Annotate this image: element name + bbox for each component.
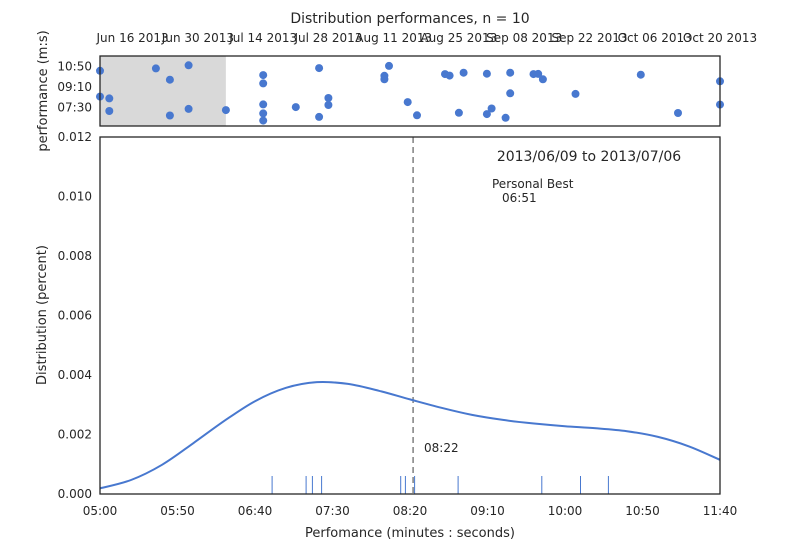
timeline-point <box>571 89 580 98</box>
distribution-x-axis-label: Perfomance (minutes : seconds) <box>305 526 515 541</box>
figure-title: Distribution performances, n = 10 <box>290 11 529 27</box>
timeline-point <box>324 94 333 102</box>
timeline-point <box>506 89 515 98</box>
timeline-point <box>221 106 230 115</box>
distribution-y-axis-label: Distribution (percent) <box>35 245 50 385</box>
timeline-y-tick-label: 09:10 <box>57 80 92 94</box>
distribution-y-tick-label: 0.004 <box>58 368 92 382</box>
timeline-x-tick-label: Jul 28 2013 <box>293 31 362 45</box>
distribution-x-tick-label: 05:00 <box>83 504 118 518</box>
timeline-point <box>259 71 268 80</box>
distribution-x-tick-label: 08:20 <box>393 504 428 518</box>
timeline-point <box>259 109 268 118</box>
distribution-y-tick-label: 0.006 <box>58 309 92 323</box>
timeline-point <box>445 71 454 80</box>
timeline-point <box>105 107 114 115</box>
timeline-y-tick-label: 10:50 <box>57 59 92 73</box>
marker-label: 08:22 <box>424 441 459 455</box>
distribution-y-tick-label: 0.002 <box>58 428 92 442</box>
timeline-point <box>315 64 324 73</box>
timeline-point <box>184 61 193 70</box>
timeline-point <box>324 101 333 109</box>
timeline-point <box>315 112 324 121</box>
timeline-y-tick-label: 07:30 <box>57 101 92 115</box>
timeline-point <box>165 111 174 120</box>
distribution-y-tick-label: 0.000 <box>58 487 92 501</box>
timeline-x-tick-label: Aug 25 2013 <box>420 31 497 45</box>
distribution-x-tick-label: 10:50 <box>625 504 660 518</box>
timeline-point <box>506 68 515 77</box>
timeline-point <box>184 104 193 113</box>
timeline-x-tick-label: Jun 16 2013 <box>96 31 169 45</box>
timeline-point <box>487 104 496 113</box>
timeline-point <box>501 113 510 122</box>
timeline-point <box>482 110 491 119</box>
distribution-x-tick-label: 05:50 <box>160 504 195 518</box>
distribution-curve <box>99 380 721 490</box>
timeline-x-tick-label: Sep 08 2013 <box>486 31 562 45</box>
timeline-point <box>636 70 645 79</box>
timeline-point <box>534 69 543 78</box>
timeline-y-axis-label: performance (m:s) <box>36 30 51 151</box>
timeline-point <box>413 111 421 120</box>
timeline-point <box>151 64 160 73</box>
timeline-point <box>291 103 300 112</box>
distribution-x-tick-label: 06:40 <box>238 504 273 518</box>
timeline-x-tick-label: Sep 22 2013 <box>551 31 627 45</box>
timeline-point <box>165 75 174 84</box>
timeline-x-tick-label: Jul 14 2013 <box>228 31 297 45</box>
timeline-point <box>259 100 268 109</box>
timeline-point <box>482 69 491 78</box>
personal-best-value: 06:51 <box>502 191 537 205</box>
timeline-point <box>259 79 268 88</box>
distribution-y-tick-label: 0.012 <box>58 130 92 144</box>
distribution-y-tick-label: 0.010 <box>58 190 92 204</box>
timeline-point <box>538 75 547 84</box>
timeline-point <box>105 94 114 103</box>
timeline-highlight-band <box>100 56 226 126</box>
timeline-point <box>674 109 682 117</box>
personal-best-label: Personal Best <box>492 177 574 191</box>
distribution-y-tick-label: 0.008 <box>58 249 92 263</box>
timeline-x-tick-label: Oct 06 2013 <box>618 31 692 45</box>
timeline-point <box>259 116 268 125</box>
timeline-x-tick-label: Jun 30 2013 <box>161 31 234 45</box>
distribution-x-tick-label: 10:00 <box>548 504 583 518</box>
timeline-point <box>459 68 468 77</box>
timeline-x-tick-label: Aug 11 2013 <box>355 31 432 45</box>
timeline-x-tick-label: Oct 20 2013 <box>683 31 757 45</box>
distribution-x-tick-label: 07:30 <box>315 504 350 518</box>
timeline-point <box>380 75 389 84</box>
timeline-point <box>403 98 412 107</box>
distribution-x-tick-label: 09:10 <box>470 504 505 518</box>
timeline-point <box>454 108 463 117</box>
distribution-panel: 05:00 05:50 06:40 07:30 08:20 09:10 10:00 10:50… <box>35 130 737 541</box>
distribution-title: 2013/06/09 to 2013/07/06 <box>497 149 681 165</box>
timeline-frame <box>99 55 721 127</box>
timeline-point <box>385 61 393 70</box>
distribution-frame <box>99 136 721 495</box>
distribution-x-tick-label: 11:40 <box>703 504 738 518</box>
